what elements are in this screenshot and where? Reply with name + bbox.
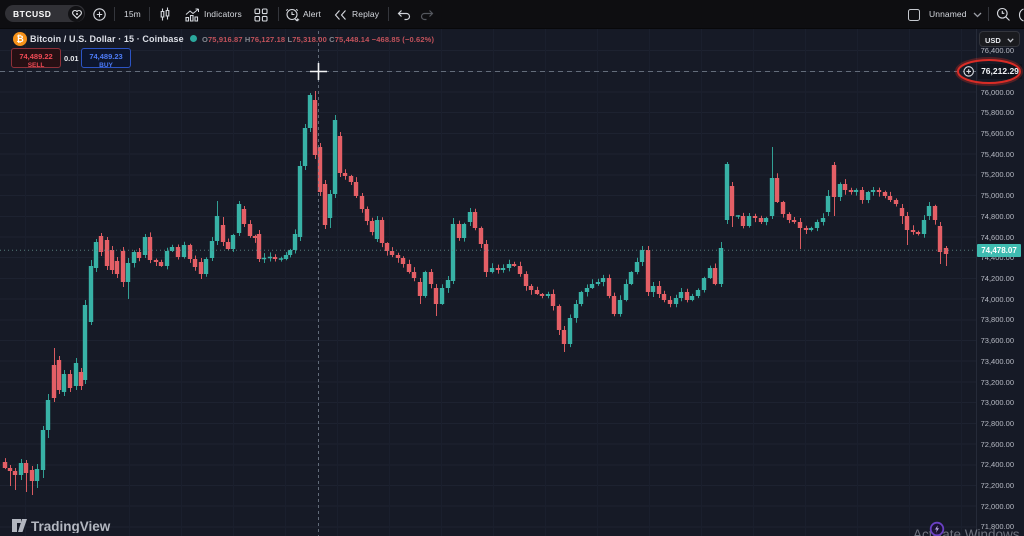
svg-text:TradingView: TradingView [31, 519, 111, 533]
